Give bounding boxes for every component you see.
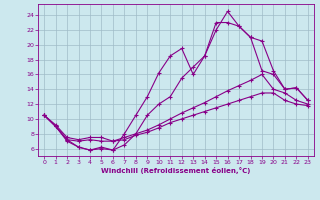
X-axis label: Windchill (Refroidissement éolien,°C): Windchill (Refroidissement éolien,°C): [101, 167, 251, 174]
